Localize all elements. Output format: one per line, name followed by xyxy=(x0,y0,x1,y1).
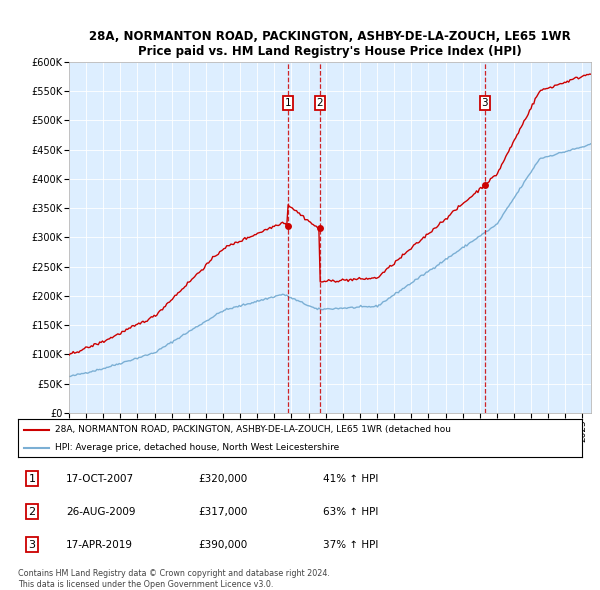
Text: 63% ↑ HPI: 63% ↑ HPI xyxy=(323,507,378,517)
Text: £317,000: £317,000 xyxy=(199,507,248,517)
Text: Contains HM Land Registry data © Crown copyright and database right 2024.
This d: Contains HM Land Registry data © Crown c… xyxy=(18,569,330,589)
Text: £390,000: £390,000 xyxy=(199,540,248,550)
Text: HPI: Average price, detached house, North West Leicestershire: HPI: Average price, detached house, Nort… xyxy=(55,443,339,452)
Text: 17-OCT-2007: 17-OCT-2007 xyxy=(66,474,134,484)
Text: 3: 3 xyxy=(481,98,488,108)
Text: 3: 3 xyxy=(29,540,35,550)
Text: 37% ↑ HPI: 37% ↑ HPI xyxy=(323,540,378,550)
Text: 26-AUG-2009: 26-AUG-2009 xyxy=(66,507,136,517)
Text: 2: 2 xyxy=(316,98,323,108)
Text: 41% ↑ HPI: 41% ↑ HPI xyxy=(323,474,378,484)
Text: 1: 1 xyxy=(284,98,291,108)
Text: 17-APR-2019: 17-APR-2019 xyxy=(66,540,133,550)
Text: 2: 2 xyxy=(29,507,35,517)
Text: £320,000: £320,000 xyxy=(199,474,248,484)
Text: 28A, NORMANTON ROAD, PACKINGTON, ASHBY-DE-LA-ZOUCH, LE65 1WR (detached hou: 28A, NORMANTON ROAD, PACKINGTON, ASHBY-D… xyxy=(55,425,451,434)
Text: 1: 1 xyxy=(29,474,35,484)
Title: 28A, NORMANTON ROAD, PACKINGTON, ASHBY-DE-LA-ZOUCH, LE65 1WR
Price paid vs. HM L: 28A, NORMANTON ROAD, PACKINGTON, ASHBY-D… xyxy=(89,30,571,58)
